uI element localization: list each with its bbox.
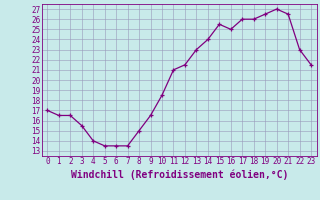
X-axis label: Windchill (Refroidissement éolien,°C): Windchill (Refroidissement éolien,°C) xyxy=(70,169,288,180)
